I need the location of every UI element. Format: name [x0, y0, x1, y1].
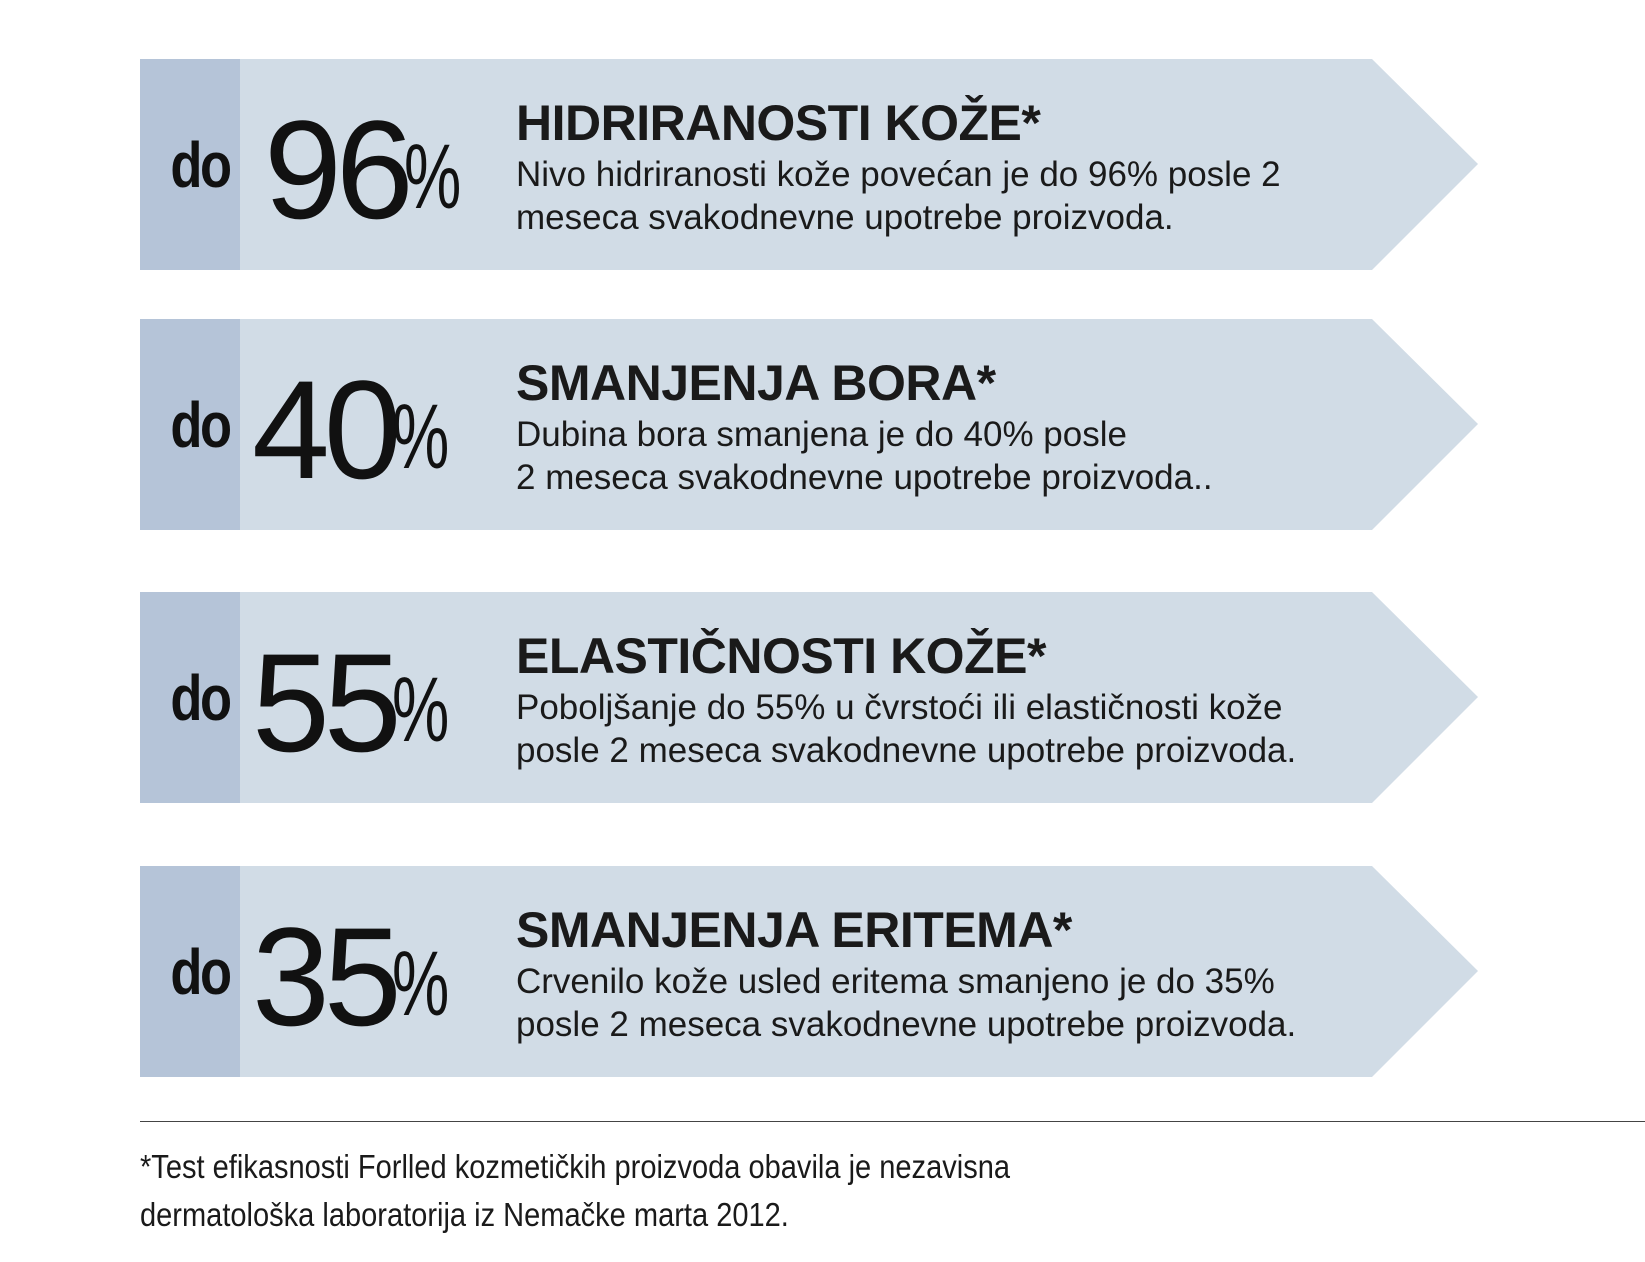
stat-text: SMANJENJA BORA* Dubina bora smanjena je … [516, 355, 1386, 499]
stat-value: 40 % [252, 351, 474, 508]
stat-description: Poboljšanje do 55% u čvrstoći ili elasti… [516, 688, 1297, 770]
stat-title: SMANJENJA BORA* [516, 355, 996, 411]
footnote: *Test efikasnosti Forlled kozmetičkih pr… [140, 1148, 1011, 1233]
stat-percent-sign: % [403, 126, 462, 228]
stat-card-hydration: do 96 % HIDRIRANOSTI KOŽE* Nivo hidriran… [140, 59, 1478, 270]
stat-number: 96 [264, 91, 414, 248]
stat-prefix: do [170, 661, 232, 734]
stat-title: SMANJENJA ERITEMA* [516, 902, 1072, 958]
stat-value: 96 % [264, 91, 486, 248]
stat-number: 40 [252, 351, 402, 508]
stat-value: 55 % [252, 624, 474, 781]
stat-card-erythema: do 35 % SMANJENJA ERITEMA* Crvenilo kože… [140, 866, 1478, 1077]
stat-percent-sign: % [391, 933, 450, 1035]
stat-prefix: do [170, 128, 232, 201]
stat-title: ELASTIČNOSTI KOŽE* [516, 628, 1046, 684]
stat-text: SMANJENJA ERITEMA* Crvenilo kože usled e… [516, 902, 1386, 1046]
stat-value: 35 % [252, 898, 474, 1055]
stat-card-wrinkles: do 40 % SMANJENJA BORA* Dubina bora sman… [140, 319, 1478, 530]
stat-number: 55 [252, 624, 402, 781]
footnote-divider [140, 1121, 1645, 1122]
stat-text: HIDRIRANOSTI KOŽE* Nivo hidriranosti kož… [516, 95, 1386, 239]
arrow-banner [140, 592, 1478, 803]
stat-percent-sign: % [391, 659, 450, 761]
stat-text: ELASTIČNOSTI KOŽE* Poboljšanje do 55% u … [516, 628, 1386, 772]
stat-prefix: do [170, 388, 232, 461]
stat-prefix: do [170, 935, 232, 1008]
arrow-banner [140, 866, 1478, 1077]
stat-title: HIDRIRANOSTI KOŽE* [516, 95, 1041, 151]
stat-description: Dubina bora smanjena je do 40% posle 2 m… [516, 415, 1213, 497]
stat-description: Crvenilo kože usled eritema smanjeno je … [516, 962, 1297, 1044]
stat-description: Nivo hidriranosti kože povećan je do 96%… [516, 155, 1281, 237]
stat-percent-sign: % [391, 386, 450, 488]
stat-number: 35 [252, 898, 402, 1055]
arrow-banner [140, 59, 1478, 270]
arrow-banner [140, 319, 1478, 530]
stat-card-elasticity: do 55 % ELASTIČNOSTI KOŽE* Poboljšanje d… [140, 592, 1478, 803]
